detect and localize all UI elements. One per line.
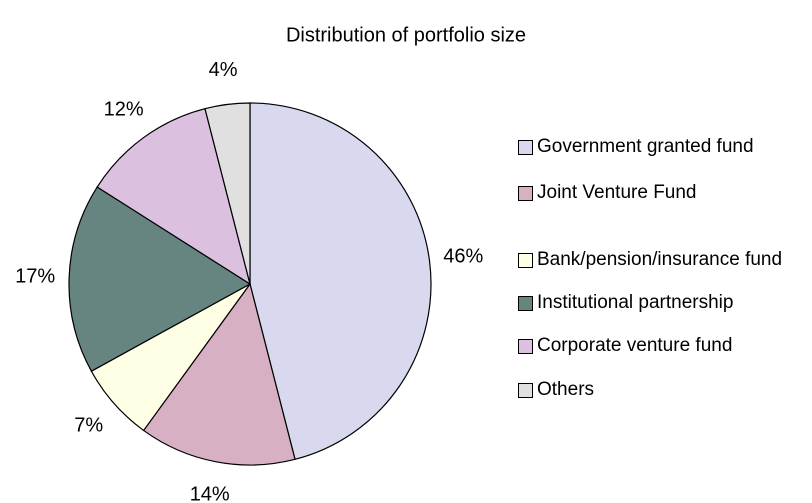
legend-swatch [518,140,533,155]
data-label: 7% [74,414,103,436]
legend-label: Government granted fund [537,136,754,157]
legend-item: Bank/pension/insurance fund [518,248,808,272]
legend-item: Others [518,378,808,402]
legend-swatch [518,253,533,268]
data-label: 14% [190,483,230,503]
legend-label: Others [537,379,595,400]
legend-swatch [518,383,533,398]
pie-slice [249,102,432,461]
legend-label: Bank/pension/insurance fund [537,249,783,270]
pie-slice [68,186,252,373]
legend-swatch [518,186,533,201]
data-label: 46% [443,245,483,267]
data-label: 17% [15,266,55,288]
legend-item: Institutional partnership [518,291,808,315]
chart-title: Distribution of portfolio size [286,24,526,46]
pie-slice [96,107,251,286]
legend-item: Government granted fund [518,135,808,159]
legend-label: Joint Venture Fund [537,182,697,203]
data-label: 4% [209,59,238,81]
pie-slice [204,102,251,285]
legend-swatch [518,296,533,311]
pie-slice [142,282,296,466]
data-label: 12% [104,98,144,120]
legend-label: Corporate venture fund [537,335,733,356]
legend-label: Institutional partnership [537,292,734,313]
legend-swatch [518,339,533,354]
legend-item: Joint Venture Fund [518,181,808,205]
legend-item: Corporate venture fund [518,334,808,358]
